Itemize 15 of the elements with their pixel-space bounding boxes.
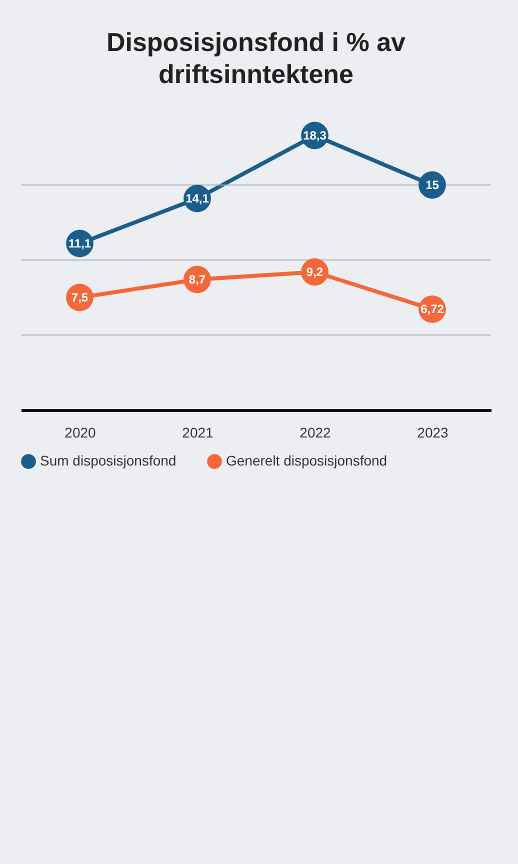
- legend-label: Sum disposisjonsfond: [40, 452, 176, 469]
- x-tick-label: 2021: [182, 424, 214, 440]
- legend-label: Generelt disposisjonsfond: [226, 452, 388, 469]
- data-label: 9,2: [306, 265, 324, 279]
- x-tick-label: 2022: [300, 424, 332, 440]
- x-tick-label: 2023: [417, 424, 449, 440]
- data-label: 15: [426, 178, 440, 192]
- chart-title: Disposisjonsfond i % av driftsinntektene: [106, 27, 406, 89]
- data-label: 6,72: [420, 302, 444, 316]
- data-label: 7,5: [71, 290, 88, 304]
- data-label: 8,7: [188, 272, 206, 286]
- data-label: 18,3: [303, 128, 327, 142]
- data-label: 11,1: [68, 236, 92, 250]
- x-tick-label: 2020: [64, 424, 96, 440]
- data-label: 14,1: [186, 192, 210, 206]
